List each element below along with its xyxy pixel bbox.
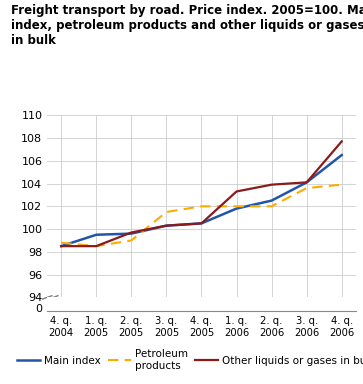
Legend: Main index, Petroleum
products, Other liquids or gases in bulk: Main index, Petroleum products, Other li… <box>12 345 363 375</box>
Text: Freight transport by road. Price index. 2005=100. Main
index, petroleum products: Freight transport by road. Price index. … <box>11 4 363 47</box>
